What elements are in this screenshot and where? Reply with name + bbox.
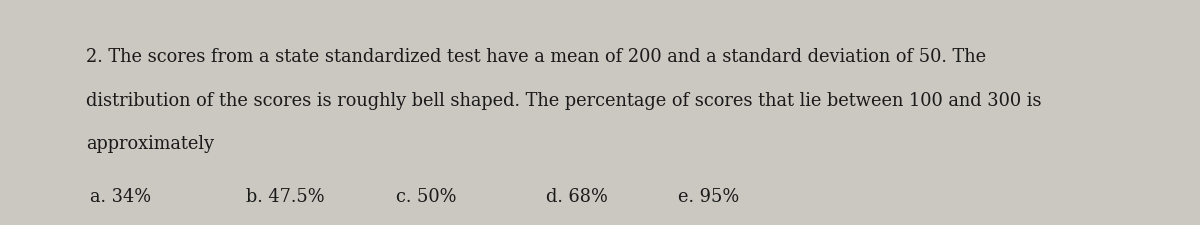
Text: a. 34%: a. 34%	[90, 187, 151, 205]
Text: c. 50%: c. 50%	[396, 187, 456, 205]
Text: 2. The scores from a state standardized test have a mean of 200 and a standard d: 2. The scores from a state standardized …	[86, 47, 986, 65]
Text: d. 68%: d. 68%	[546, 187, 608, 205]
Text: b. 47.5%: b. 47.5%	[246, 187, 325, 205]
Text: approximately: approximately	[86, 134, 215, 152]
Text: distribution of the scores is roughly bell shaped. The percentage of scores that: distribution of the scores is roughly be…	[86, 91, 1042, 109]
Text: e. 95%: e. 95%	[678, 187, 739, 205]
